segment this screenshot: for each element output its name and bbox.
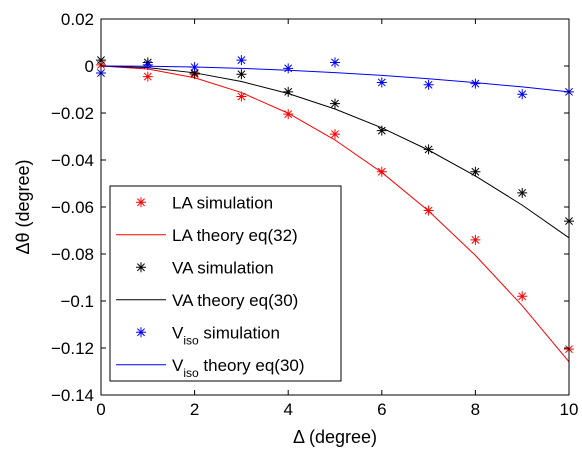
data-point-marker bbox=[517, 187, 528, 198]
series-5 bbox=[100, 65, 570, 93]
data-point-marker bbox=[517, 89, 528, 100]
y-tick-label: 0.02 bbox=[61, 10, 94, 29]
y-tick-label: −0.02 bbox=[51, 104, 94, 123]
data-point-marker bbox=[517, 291, 528, 302]
series-1 bbox=[100, 65, 570, 363]
y-tick-label: −0.14 bbox=[51, 386, 94, 405]
x-tick-label: 6 bbox=[377, 400, 386, 419]
y-tick-label: −0.08 bbox=[51, 245, 94, 264]
legend-label: Viso simulation bbox=[172, 323, 280, 347]
legend-marker-swatch bbox=[136, 262, 146, 273]
data-point-marker bbox=[376, 166, 387, 177]
series-line bbox=[100, 65, 570, 93]
x-tick-label: 4 bbox=[283, 400, 292, 419]
legend-marker-swatch bbox=[136, 327, 146, 338]
series-line bbox=[100, 65, 570, 363]
legend-label-rest: simulation bbox=[199, 323, 280, 342]
legend-label-main: V bbox=[172, 356, 184, 375]
legend-marker-swatch bbox=[136, 197, 146, 208]
data-point-marker bbox=[470, 166, 481, 177]
legend-label: LA simulation bbox=[172, 193, 273, 212]
data-point-marker bbox=[236, 91, 247, 102]
data-point-marker bbox=[470, 78, 481, 89]
data-point-marker bbox=[236, 69, 247, 80]
data-point-marker bbox=[470, 234, 481, 245]
legend-label-main: VA simulation bbox=[172, 258, 274, 277]
y-tick-label: 0 bbox=[85, 57, 94, 76]
legend-label-rest: theory eq(30) bbox=[199, 356, 305, 375]
x-tick-label: 0 bbox=[96, 400, 105, 419]
series-line bbox=[100, 65, 570, 239]
data-point-marker bbox=[142, 71, 153, 82]
legend-label: Viso theory eq(30) bbox=[172, 356, 305, 380]
data-point-marker bbox=[376, 77, 387, 88]
y-tick-label: −0.06 bbox=[51, 198, 94, 217]
x-tick-label: 10 bbox=[560, 400, 579, 419]
legend-label: VA simulation bbox=[172, 258, 274, 277]
legend-label-main: VA theory eq(30) bbox=[172, 291, 298, 310]
series-3 bbox=[100, 65, 570, 239]
legend-label: VA theory eq(30) bbox=[172, 291, 298, 310]
data-point-marker bbox=[142, 59, 153, 70]
legend-box bbox=[109, 185, 342, 382]
data-point-marker bbox=[236, 55, 247, 66]
plot-frame bbox=[100, 18, 570, 396]
data-point-marker bbox=[330, 57, 340, 68]
data-point-marker bbox=[330, 98, 340, 109]
legend-label-main: LA simulation bbox=[172, 193, 273, 212]
legend-label-main: V bbox=[172, 323, 184, 342]
x-tick-label: 2 bbox=[190, 400, 199, 419]
legend-label: LA theory eq(32) bbox=[172, 226, 298, 245]
legend-label-subscript: iso bbox=[183, 366, 199, 380]
x-tick-label: 8 bbox=[471, 400, 480, 419]
data-point-marker bbox=[423, 79, 434, 90]
y-tick-label: −0.12 bbox=[51, 339, 94, 358]
legend-label-main: LA theory eq(32) bbox=[172, 226, 298, 245]
x-axis-label: Δ (degree) bbox=[293, 427, 377, 447]
y-axis-label: Δθ (degree) bbox=[13, 159, 33, 254]
data-point-marker bbox=[283, 86, 294, 97]
data-point-marker bbox=[330, 129, 340, 140]
data-point-marker bbox=[283, 109, 294, 120]
y-tick-label: −0.04 bbox=[51, 151, 94, 170]
data-point-marker bbox=[283, 63, 294, 74]
y-tick-label: −0.1 bbox=[60, 292, 94, 311]
tick-label-layer: 0 2 4 6 8 10 0.02 0 −0.02 −0.04 −0.06 −0.08 −0.1 −0.1… bbox=[51, 10, 578, 419]
data-point-marker bbox=[423, 144, 434, 155]
legend: LA simulation LA theory eq(32) VA simulati… bbox=[109, 185, 342, 382]
legend-label-subscript: iso bbox=[183, 333, 199, 347]
data-point-marker bbox=[376, 125, 387, 136]
